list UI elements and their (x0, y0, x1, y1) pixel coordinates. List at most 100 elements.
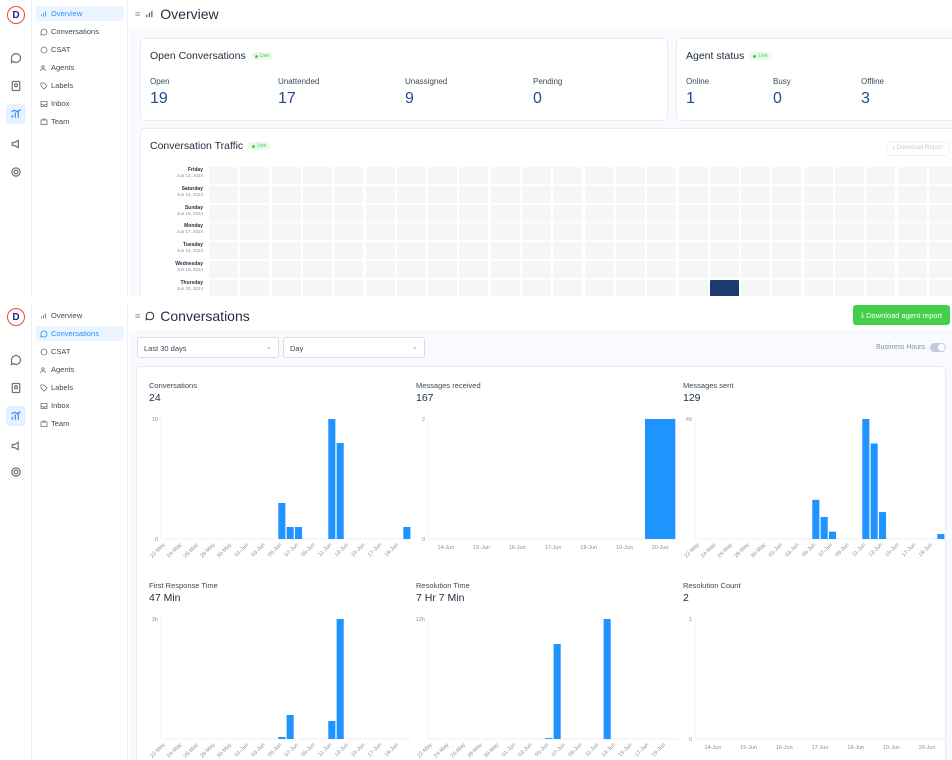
heatmap-cell[interactable] (647, 185, 677, 203)
heatmap-cell[interactable] (678, 223, 708, 241)
heatmap-cell[interactable] (459, 185, 489, 203)
heatmap-cell[interactable] (334, 185, 364, 203)
nav-labels[interactable]: Labels (36, 78, 124, 93)
heatmap-cell[interactable] (741, 261, 771, 278)
settings-icon[interactable] (8, 464, 24, 480)
heatmap-cell[interactable] (772, 261, 802, 278)
reports-icon[interactable] (6, 406, 26, 426)
heatmap-cell[interactable] (835, 279, 864, 296)
heatmap-cell[interactable] (709, 167, 739, 184)
bar[interactable] (328, 721, 336, 739)
heatmap-cell[interactable] (490, 185, 520, 203)
heatmap-cell[interactable] (334, 223, 364, 241)
bar[interactable] (294, 527, 303, 539)
heatmap-cell[interactable] (803, 242, 833, 260)
heatmap-cell[interactable] (553, 279, 583, 296)
heatmap-cell[interactable] (271, 242, 301, 260)
bar[interactable] (286, 715, 294, 739)
heatmap-cell[interactable] (334, 261, 364, 278)
heatmap-cell[interactable] (522, 185, 551, 203)
heatmap-cell[interactable] (897, 185, 927, 203)
heatmap-cell[interactable] (553, 204, 583, 222)
heatmap-cell[interactable] (772, 279, 802, 296)
bar[interactable] (812, 499, 820, 539)
heatmap-cell[interactable] (428, 261, 458, 278)
bar[interactable] (937, 534, 945, 539)
heatmap-cell[interactable] (647, 242, 677, 260)
heatmap-cell[interactable] (866, 185, 896, 203)
heatmap-cell[interactable] (584, 261, 614, 278)
menu-icon[interactable]: ≡ (135, 9, 141, 19)
heatmap-cell[interactable] (803, 279, 833, 296)
heatmap-cell[interactable] (678, 204, 708, 222)
bar[interactable] (603, 619, 611, 739)
heatmap-cell[interactable] (772, 223, 802, 241)
nav-conversations[interactable]: Conversations (36, 24, 124, 39)
heatmap-cell[interactable] (584, 204, 614, 222)
heatmap-cell[interactable] (428, 185, 458, 203)
heatmap-cell[interactable] (553, 167, 583, 184)
heatmap-cell[interactable] (334, 279, 364, 296)
heatmap-cell[interactable] (709, 242, 739, 260)
heatmap-cell[interactable] (365, 167, 395, 184)
heatmap-cell[interactable] (741, 223, 771, 241)
bar[interactable] (545, 738, 553, 739)
heatmap-cell[interactable] (271, 279, 301, 296)
bar[interactable] (878, 512, 887, 539)
heatmap-cell[interactable] (709, 261, 739, 278)
heatmap-cell[interactable] (615, 167, 645, 184)
download-agent-report-button[interactable]: ⤓ Download agent report (852, 305, 950, 325)
heatmap-cell[interactable] (240, 204, 270, 222)
heatmap-cell[interactable] (678, 242, 708, 260)
heatmap-cell[interactable] (615, 185, 645, 203)
heatmap-cell[interactable] (615, 223, 645, 241)
heatmap-cell[interactable] (459, 223, 489, 241)
heatmap-cell[interactable] (741, 279, 771, 296)
heatmap-cell[interactable] (522, 167, 551, 184)
heatmap-cell[interactable] (647, 261, 677, 278)
heatmap-cell[interactable] (240, 261, 270, 278)
heatmap-cell[interactable] (240, 242, 270, 260)
heatmap-cell[interactable] (459, 279, 489, 296)
bar[interactable] (278, 737, 286, 739)
heatmap-cell[interactable] (271, 185, 301, 203)
heatmap-cell[interactable] (928, 279, 952, 296)
heatmap-cell[interactable] (803, 185, 833, 203)
heatmap-cell[interactable] (396, 167, 426, 184)
heatmap-cell[interactable] (240, 223, 270, 241)
heatmap-cell[interactable] (709, 185, 739, 203)
heatmap-cell[interactable] (240, 185, 270, 203)
bar[interactable] (328, 419, 336, 539)
heatmap-cell[interactable] (209, 185, 238, 203)
nav-agents[interactable]: Agents (36, 60, 124, 75)
nav-labels[interactable]: Labels (36, 380, 124, 395)
heatmap-cell[interactable] (459, 204, 489, 222)
nav-team[interactable]: Team (36, 416, 124, 431)
heatmap-cell[interactable] (897, 167, 927, 184)
heatmap-cell[interactable] (741, 185, 771, 203)
heatmap-cell[interactable] (615, 261, 645, 278)
heatmap-cell[interactable] (302, 279, 332, 296)
heatmap-cell[interactable] (584, 185, 614, 203)
heatmap-cell[interactable] (428, 167, 458, 184)
heatmap-cell[interactable] (522, 242, 551, 260)
heatmap-cell[interactable] (678, 261, 708, 278)
heatmap-cell[interactable] (897, 223, 927, 241)
bar[interactable] (403, 527, 411, 539)
heatmap-cell[interactable] (459, 261, 489, 278)
menu-icon[interactable]: ≡ (135, 311, 141, 321)
bar[interactable] (820, 516, 828, 539)
heatmap-cell[interactable] (835, 261, 864, 278)
bar[interactable] (828, 531, 837, 539)
heatmap-cell[interactable] (678, 279, 708, 296)
heatmap-cell[interactable] (522, 279, 551, 296)
heatmap-cell[interactable] (835, 242, 864, 260)
heatmap-cell[interactable] (897, 204, 927, 222)
heatmap-cell[interactable] (709, 223, 739, 241)
heatmap-cell[interactable] (741, 204, 771, 222)
heatmap-cell[interactable] (490, 242, 520, 260)
heatmap-cell[interactable] (240, 279, 270, 296)
heatmap-cell[interactable] (490, 279, 520, 296)
heatmap-cell[interactable] (490, 167, 520, 184)
heatmap-cell[interactable] (584, 279, 614, 296)
